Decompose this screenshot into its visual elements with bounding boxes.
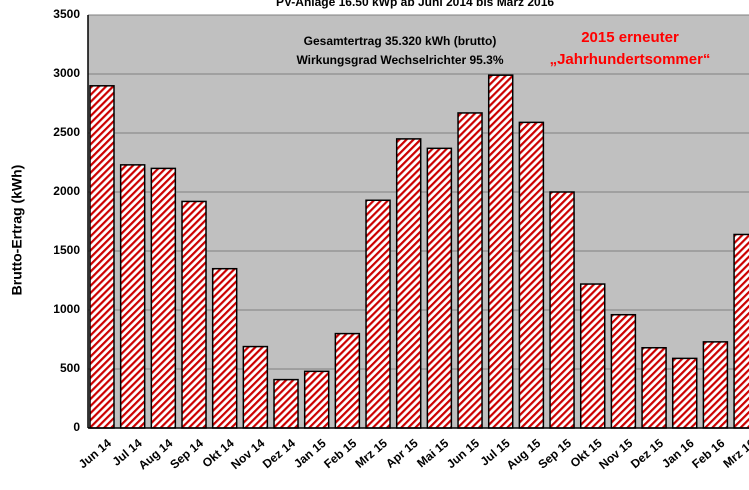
bar (89, 85, 115, 429)
highlight-annotation: „Jahrhundertsommer“ (550, 51, 711, 68)
y-tick-label: 2000 (53, 184, 80, 198)
x-tick-label: Feb 16 (689, 436, 727, 471)
y-tick-label: 1000 (53, 302, 80, 316)
bars (89, 74, 749, 429)
bar (334, 332, 361, 429)
y-tick-label: 500 (60, 361, 80, 375)
annotation: Gesamtertrag 35.320 kWh (brutto) (304, 34, 497, 48)
y-tick-label: 3000 (53, 66, 80, 80)
bar (610, 313, 637, 429)
bar (549, 191, 575, 429)
x-tick-label: Aug 15 (504, 436, 544, 473)
bar (518, 121, 545, 429)
bar (641, 347, 667, 429)
bar (395, 138, 422, 429)
bar (671, 357, 698, 429)
x-tick-label: Apr 15 (383, 436, 421, 471)
x-tick-label: Jun 15 (444, 436, 482, 471)
x-tick-label: Jan 15 (291, 436, 329, 471)
annotation: Wirkungsgrad Wechselrichter 95.3% (296, 53, 503, 67)
x-tick-label: Aug 14 (136, 436, 176, 473)
x-tick-label: Nov 14 (228, 436, 267, 472)
bar (733, 233, 749, 429)
bar (119, 164, 146, 429)
bar (579, 283, 606, 429)
bar (242, 345, 269, 429)
bar (211, 267, 238, 429)
x-tick-label: Jun 14 (76, 436, 114, 471)
y-tick-label: 2500 (53, 125, 80, 139)
chart-title: PV-Anlage 16.50 kWp ab Juni 2014 bis Mär… (276, 0, 554, 9)
bar (273, 378, 299, 429)
x-tick-label: Mrz 16 (720, 436, 749, 471)
x-tick-label: Dez 14 (260, 436, 298, 471)
x-tick-label: Jan 16 (659, 436, 697, 471)
y-tick-label: 3500 (53, 7, 80, 21)
bar (365, 199, 391, 429)
bar (303, 370, 330, 429)
y-axis-label: Brutto-Ertrag (kWh) (9, 165, 25, 296)
bar (702, 341, 729, 429)
x-tick-label: Sep 14 (167, 436, 206, 472)
y-tick-label: 0 (73, 420, 80, 434)
x-tick-label: Feb 15 (321, 436, 359, 471)
highlight-annotation: 2015 erneuter (581, 29, 679, 46)
bar (487, 74, 514, 429)
x-tick-label: Nov 15 (596, 436, 635, 472)
bar (426, 147, 453, 429)
bar (181, 200, 207, 429)
bar (150, 167, 177, 429)
x-tick-label: Dez 15 (628, 436, 666, 471)
bar (457, 112, 483, 429)
x-tick-label: Mai 15 (414, 436, 451, 471)
y-tick-label: 1500 (53, 243, 80, 257)
x-tick-label: Mrz 15 (352, 436, 390, 471)
x-tick-label: Sep 15 (535, 436, 574, 472)
